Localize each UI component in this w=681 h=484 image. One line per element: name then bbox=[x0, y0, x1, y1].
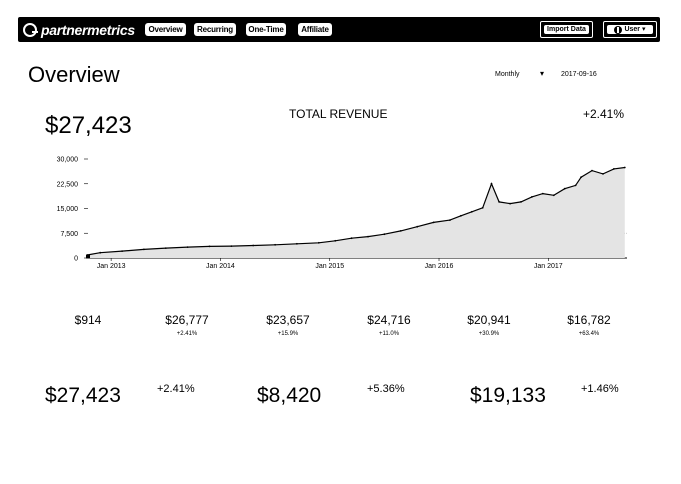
stat-change: +2.41% bbox=[176, 331, 198, 337]
data-point bbox=[99, 251, 102, 254]
total-revenue-change: +2.41% bbox=[582, 107, 624, 121]
data-point bbox=[121, 250, 123, 253]
stat-value: $16,782 bbox=[567, 313, 611, 327]
tab-affiliate[interactable]: Affiliate bbox=[298, 23, 332, 36]
data-point bbox=[399, 230, 402, 232]
series-start-marker bbox=[86, 255, 90, 258]
stat-1: $914 bbox=[48, 313, 128, 331]
bottom-onetime-change: +1.46% bbox=[581, 383, 619, 395]
data-point bbox=[350, 237, 353, 240]
stat-value: $23,657 bbox=[266, 313, 310, 327]
stat-change: +11.0% bbox=[378, 331, 400, 337]
total-revenue-value: $27,423 bbox=[45, 112, 132, 139]
data-point bbox=[186, 246, 189, 249]
data-point bbox=[470, 210, 473, 213]
page-title: Overview bbox=[28, 62, 120, 87]
stat-value: $26,777 bbox=[165, 313, 209, 327]
data-point bbox=[164, 247, 167, 250]
bottom-onetime-value: $19,133 bbox=[470, 384, 546, 407]
y-tick-label: 0 bbox=[74, 256, 78, 263]
stat-value: $20,941 bbox=[467, 313, 511, 327]
x-tick-label: Jan 2015 bbox=[315, 263, 344, 270]
stat-value: $914 bbox=[74, 313, 102, 327]
tab-one-time[interactable]: One-Time bbox=[246, 23, 286, 36]
y-tick-label: 15,000 bbox=[57, 206, 79, 213]
y-tick-label: 30,000 bbox=[57, 157, 79, 164]
bottom-recurring-value: $8,420 bbox=[257, 384, 322, 407]
data-point bbox=[416, 225, 419, 228]
bottom-total-change: +2.41% bbox=[157, 383, 195, 395]
x-tick-label: Jan 2014 bbox=[206, 263, 235, 270]
tab-recurring[interactable]: Recurring bbox=[194, 23, 236, 36]
data-point bbox=[498, 201, 500, 203]
data-point bbox=[574, 184, 577, 187]
revenue-area bbox=[87, 167, 625, 258]
data-point bbox=[143, 248, 145, 251]
x-tick-label: Jan 2013 bbox=[97, 263, 126, 270]
y-tick-label: 22,500 bbox=[57, 181, 79, 188]
data-point bbox=[317, 241, 320, 244]
top-navbar: partnermetrics Overview Recurring One-Ti… bbox=[18, 17, 660, 42]
data-point bbox=[460, 214, 462, 217]
import-data-button[interactable]: Import Data bbox=[544, 25, 589, 34]
tab-overview[interactable]: Overview bbox=[145, 23, 186, 36]
stat-value: $24,716 bbox=[367, 313, 411, 327]
user-menu-frame: User ▾ bbox=[603, 21, 657, 38]
data-point bbox=[449, 219, 451, 222]
y-tick-label: 7,500 bbox=[60, 231, 78, 238]
chart-title: TOTAL REVENUE bbox=[289, 107, 388, 121]
data-point bbox=[509, 202, 511, 205]
data-point bbox=[252, 244, 255, 247]
bottom-recurring-change: +5.36% bbox=[367, 383, 405, 395]
data-point bbox=[552, 194, 555, 197]
stat-change: +63.4% bbox=[578, 331, 600, 337]
data-point bbox=[580, 176, 582, 179]
import-data-button-frame: Import Data bbox=[540, 21, 593, 38]
stat-5: $20,941 +30.9% bbox=[449, 313, 529, 337]
x-tick-label: Jan 2016 bbox=[425, 263, 454, 270]
data-point bbox=[432, 221, 435, 224]
data-point bbox=[490, 182, 493, 185]
data-point bbox=[591, 169, 593, 172]
data-point bbox=[602, 173, 604, 175]
stat-2: $26,777 +2.41% bbox=[147, 313, 227, 337]
logo-icon bbox=[23, 22, 38, 37]
logo[interactable]: partnermetrics bbox=[23, 20, 149, 39]
bottom-total-value: $27,423 bbox=[45, 384, 121, 407]
data-point bbox=[208, 245, 211, 248]
data-point bbox=[520, 201, 522, 203]
x-tick-label: Jan 2017 bbox=[534, 263, 563, 270]
data-point bbox=[334, 239, 337, 242]
stat-3: $23,657 +15.9% bbox=[248, 313, 328, 337]
data-point bbox=[481, 206, 484, 209]
data-point bbox=[230, 245, 233, 248]
data-point bbox=[383, 233, 386, 236]
data-point bbox=[541, 192, 544, 195]
data-point bbox=[531, 196, 533, 198]
stat-change: +15.9% bbox=[277, 331, 299, 337]
period-caret-icon[interactable]: ▾ bbox=[540, 69, 545, 78]
data-point bbox=[613, 168, 615, 170]
period-select[interactable]: Monthly bbox=[495, 71, 520, 78]
user-menu-button[interactable]: User ▾ bbox=[607, 25, 653, 34]
data-point bbox=[296, 242, 298, 245]
stat-4: $24,716 +11.0% bbox=[349, 313, 429, 337]
data-point bbox=[367, 235, 369, 238]
stat-6: $16,782 +63.4% bbox=[549, 313, 629, 337]
data-point bbox=[563, 187, 566, 190]
data-point bbox=[274, 243, 276, 246]
stat-change: +30.9% bbox=[478, 331, 500, 337]
user-label: User bbox=[624, 26, 641, 33]
data-point bbox=[623, 166, 626, 169]
date-picker[interactable]: 2017-09-16 bbox=[561, 71, 597, 78]
user-icon bbox=[614, 25, 623, 34]
chevron-down-icon: ▾ bbox=[642, 26, 646, 33]
logo-text: partnermetrics bbox=[41, 21, 135, 38]
